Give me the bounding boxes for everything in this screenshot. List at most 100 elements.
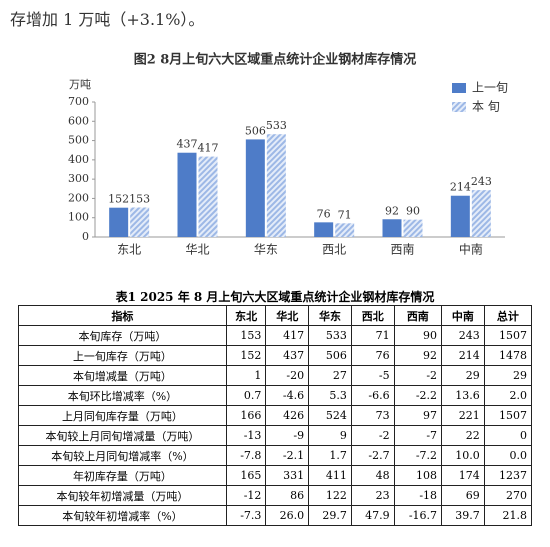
table-cell: 97 [393, 405, 443, 426]
intro-text: 存增加 1 万吨（+3.1%）。 [10, 10, 205, 29]
table-cell: 0.7 [225, 385, 267, 406]
value-label: 71 [338, 208, 352, 221]
table-cell: -4.6 [265, 385, 310, 406]
table-cell: -6.6 [350, 385, 395, 406]
bar [130, 207, 150, 237]
table: 指标 东北 华北 华东 西北 西南 中南 总计 本旬库存（万吨） 153 417 533 71 90 243… [18, 305, 533, 526]
header-cell: 东北 [225, 305, 267, 326]
table-cell: 本旬较年初增减率（%） [18, 505, 227, 526]
chart: 图2 8月上旬六大区域重点统计企业钢材库存情况 万吨 0 100 200 300 400… [68, 52, 508, 257]
table-cell: 0.0 [483, 445, 533, 466]
table-row: 本旬较年初增减量（万吨） -12 86 122 23 -18 69 270 [18, 485, 533, 506]
table-cell: 13.6 [441, 385, 485, 406]
table-cell: 22 [441, 425, 485, 446]
bar [471, 190, 491, 237]
table-cell: -9 [265, 425, 310, 446]
table-cell: -2 [350, 425, 395, 446]
table-cell: 0 [483, 425, 533, 446]
value-label: 152 [108, 193, 129, 206]
bar [335, 223, 355, 237]
value-label: 90 [406, 205, 420, 218]
table-cell: 270 [483, 485, 533, 506]
table-cell: -20 [265, 365, 310, 386]
table-cell: 27 [308, 365, 352, 386]
table-cell: 426 [265, 405, 310, 426]
y-axis-label: 万吨 [69, 78, 91, 91]
header-cell: 中南 [441, 305, 485, 326]
table-row: 本旬较年初增减率（%） -7.3 26.0 29.7 47.9 -16.7 39.7 21.8 [18, 505, 533, 526]
table-cell: 524 [308, 405, 352, 426]
y-tick-label: 500 [68, 134, 89, 147]
table-cell: 76 [350, 345, 395, 366]
table-cell: 5.3 [308, 385, 352, 406]
table-cell: 122 [308, 485, 352, 506]
value-label: 243 [471, 175, 492, 188]
table-cell: 23 [350, 485, 395, 506]
table-cell: 上一旬库存（万吨） [18, 345, 227, 366]
table-cell: -5 [350, 365, 395, 386]
x-tick-label: 西南 [390, 242, 414, 257]
bar [198, 156, 218, 237]
value-label: 437 [177, 138, 198, 151]
table-cell: 166 [225, 405, 267, 426]
table-cell: 411 [308, 465, 352, 486]
table-cell: 1.7 [308, 445, 352, 466]
bar [109, 207, 129, 237]
bar [450, 195, 470, 237]
x-tick-label: 华北 [185, 243, 209, 257]
table-cell: -2.7 [350, 445, 395, 466]
table-row: 本旬库存（万吨） 153 417 533 71 90 243 1507 [18, 325, 533, 346]
table-row: 本旬增减量（万吨） 1 -20 27 -5 -2 29 29 [18, 365, 533, 386]
table-cell: -16.7 [393, 505, 443, 526]
table-row: 本旬较上月同旬增减率（%） -7.8 -2.1 1.7 -2.7 -7.2 10.0 0.0 [18, 445, 533, 466]
table-cell: 1 [225, 365, 267, 386]
table-cell: 年初库存量（万吨） [18, 465, 227, 486]
table-row: 本旬环比增减率（%） 0.7 -4.6 5.3 -6.6 -2.2 13.6 2.0 [18, 385, 533, 406]
header-cell: 西北 [350, 305, 395, 326]
bar [403, 219, 423, 237]
table-cell: -2.2 [393, 385, 443, 406]
table-cell: 243 [441, 325, 485, 346]
table-cell: 1237 [483, 465, 533, 486]
value-label: 417 [198, 142, 219, 155]
table-cell: 417 [265, 325, 310, 346]
table-cell: 221 [441, 405, 485, 426]
table-cell: 本旬较上月同旬增减量（万吨） [18, 425, 227, 446]
table-cell: 331 [265, 465, 310, 486]
y-tick-label: 600 [68, 114, 89, 127]
table-cell: -2 [393, 365, 443, 386]
table-cell: 10.0 [441, 445, 485, 466]
table-cell: 71 [350, 325, 395, 346]
bar [245, 139, 265, 237]
table-cell: 1507 [483, 325, 533, 346]
table-cell: -7 [393, 425, 443, 446]
y-tick-label: 200 [68, 191, 89, 204]
bar [314, 222, 334, 237]
table-cell: 47.9 [350, 505, 395, 526]
table-cell: 21.8 [483, 505, 533, 526]
x-tick-label: 华东 [254, 243, 278, 257]
table-cell: -13 [225, 425, 267, 446]
value-label: 533 [266, 119, 287, 132]
table-cell: 152 [225, 345, 267, 366]
table-cell: -7.8 [225, 445, 267, 466]
table-cell: 165 [225, 465, 267, 486]
y-tick-label: 0 [82, 230, 89, 243]
y-tick-label: 100 [68, 211, 89, 224]
table-cell: 437 [265, 345, 310, 366]
table-cell: 39.7 [441, 505, 485, 526]
header-row: 指标 东北 华北 华东 西北 西南 中南 总计 [18, 305, 533, 326]
table-row: 上月同旬库存量（万吨） 166 426 524 73 97 221 1507 [18, 405, 533, 426]
bar [177, 152, 197, 237]
table-cell: 本旬较上月同旬增减率（%） [18, 445, 227, 466]
chart-title: 图2 8月上旬六大区域重点统计企业钢材库存情况 [134, 52, 417, 68]
x-tick-label: 中南 [459, 242, 483, 257]
table-cell: 本旬增减量（万吨） [18, 365, 227, 386]
table-cell: 1507 [483, 405, 533, 426]
x-tick-label: 西北 [322, 243, 346, 257]
table-cell: 90 [393, 325, 443, 346]
table-cell: 本旬库存（万吨） [18, 325, 227, 346]
y-tick-label: 700 [68, 95, 89, 108]
table-cell: 214 [441, 345, 485, 366]
table-cell: -12 [225, 485, 267, 506]
